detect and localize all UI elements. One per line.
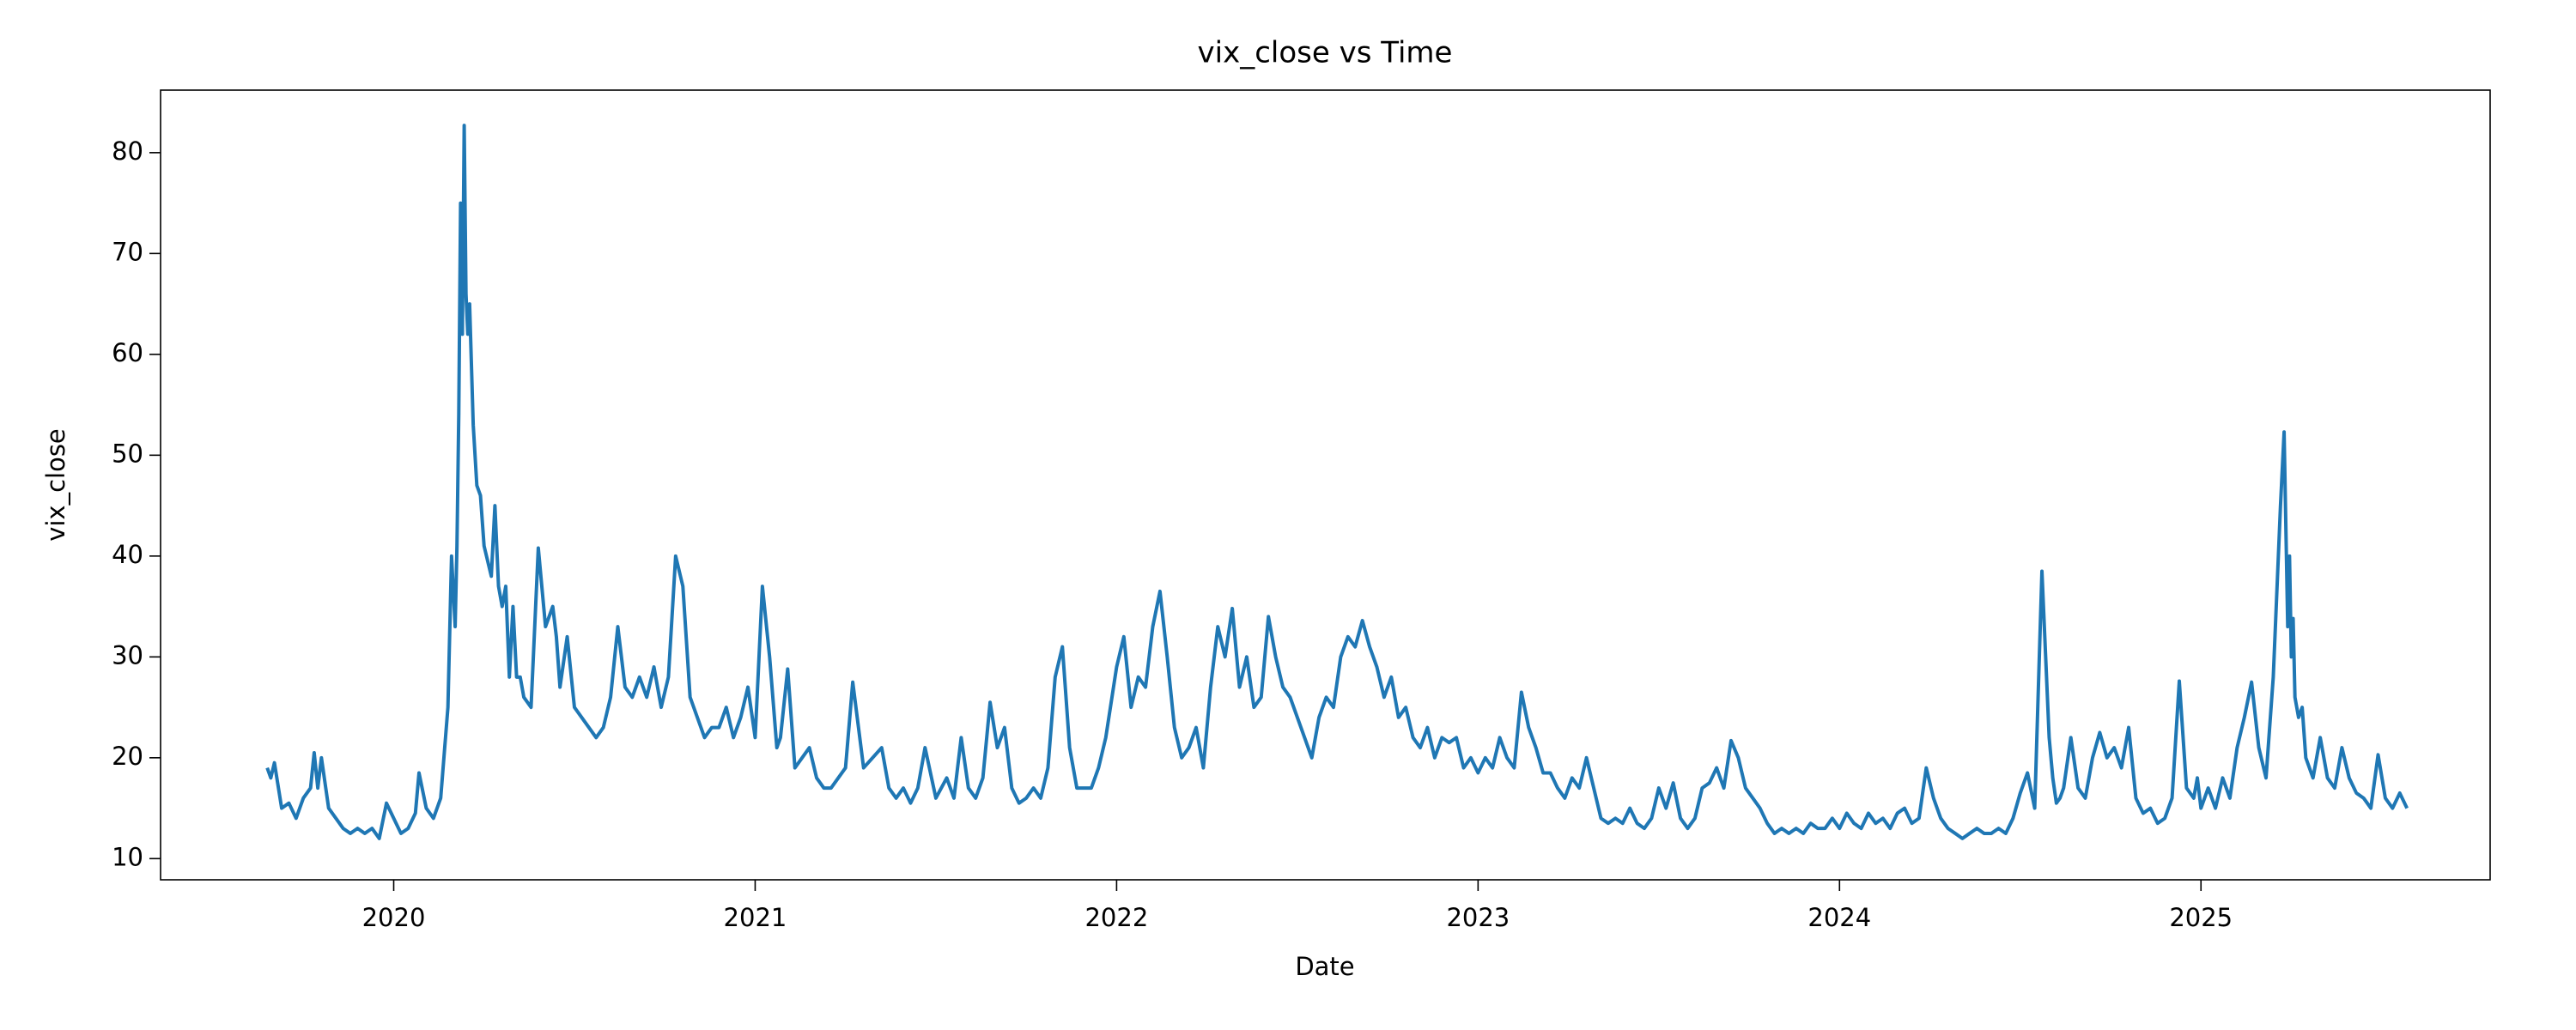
x-tick-label: 2024: [1807, 903, 1871, 932]
plot-frame: [160, 89, 2491, 881]
y-tick-label: 20: [112, 742, 143, 771]
x-axis-label: Date: [1295, 952, 1354, 981]
x-tick-label: 2021: [724, 903, 787, 932]
y-tick-label: 40: [112, 540, 143, 569]
x-tick-label: 2020: [362, 903, 426, 932]
y-axis-label: vix_close: [41, 428, 70, 542]
y-tick-label: 60: [112, 338, 143, 367]
y-tick-label: 10: [112, 842, 143, 871]
y-tick-label: 70: [112, 237, 143, 266]
x-tick-label: 2025: [2169, 903, 2233, 932]
data-line: [265, 124, 2409, 840]
y-tick-label: 50: [112, 439, 143, 468]
x-tick-label: 2023: [1446, 903, 1510, 932]
chart-title: vix_close vs Time: [1198, 36, 1453, 70]
x-tick-label: 2022: [1084, 903, 1148, 932]
y-tick-label: 80: [112, 136, 143, 166]
y-tick-label: 30: [112, 640, 143, 670]
